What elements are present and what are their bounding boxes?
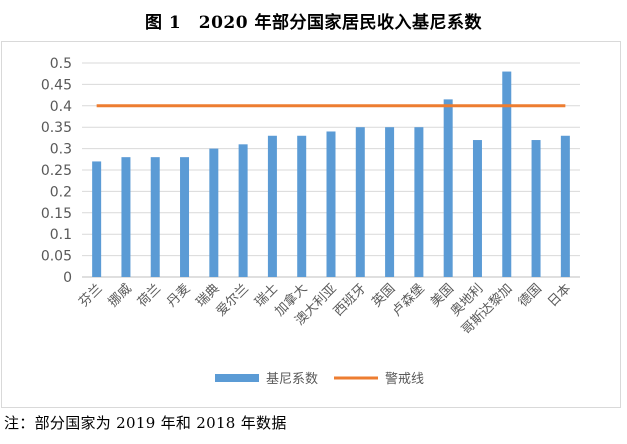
y-tick-label: 0.2 — [50, 184, 72, 200]
x-tick-label: 荷兰 — [135, 281, 164, 310]
bar — [443, 99, 453, 277]
y-tick-label: 0 — [63, 270, 72, 286]
legend-swatch-bars — [215, 374, 259, 382]
bar — [209, 148, 219, 277]
x-tick-label: 芬兰 — [76, 281, 105, 310]
legend-label-line: 警戒线 — [385, 371, 424, 387]
bar — [267, 135, 277, 277]
y-tick-label: 0.25 — [41, 163, 72, 179]
bar — [560, 135, 570, 277]
footnote: 注：部分国家为 2019 年和 2018 年数据 — [4, 414, 287, 432]
bar — [180, 157, 190, 277]
bar — [414, 127, 424, 277]
bar — [385, 127, 395, 277]
bar — [326, 131, 336, 277]
chart-title: 图 1 2020 年部分国家居民收入基尼系数 — [145, 13, 482, 33]
x-tick-label: 爱尔兰 — [214, 281, 252, 319]
x-tick-label: 卢森堡 — [389, 281, 428, 320]
bar — [92, 161, 102, 277]
bar — [472, 140, 482, 277]
chart-frame — [1, 41, 621, 408]
y-tick-label: 0.35 — [41, 120, 72, 136]
bar — [121, 157, 131, 277]
x-tick-label: 西班牙 — [331, 281, 369, 319]
y-tick-label: 0.05 — [41, 249, 72, 265]
y-tick-label: 0.4 — [50, 99, 72, 115]
legend-label-bars: 基尼系数 — [266, 372, 318, 387]
x-tick-label: 德国 — [516, 281, 545, 310]
bar — [150, 157, 160, 277]
bar — [238, 144, 248, 277]
y-tick-label: 0.5 — [50, 56, 72, 72]
x-tick-label: 日本 — [545, 281, 574, 310]
bar — [502, 71, 512, 277]
y-tick-label: 0.15 — [41, 206, 72, 222]
y-tick-label: 0.3 — [50, 142, 72, 158]
x-tick-label: 挪威 — [106, 281, 135, 310]
y-tick-label: 0.1 — [50, 227, 72, 243]
bar — [355, 127, 365, 277]
x-tick-label: 丹麦 — [164, 281, 193, 310]
y-tick-label: 0.45 — [41, 77, 72, 93]
bar — [297, 135, 307, 277]
bar — [531, 140, 541, 277]
